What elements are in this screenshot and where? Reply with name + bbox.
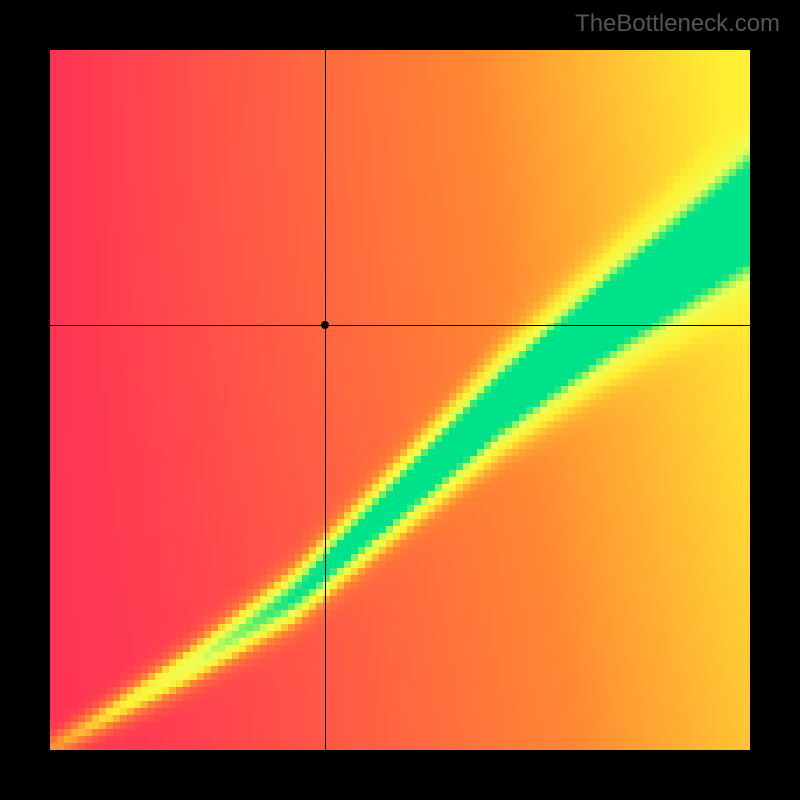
crosshair-horizontal [50,325,750,326]
watermark-text: TheBottleneck.com [575,10,780,38]
heatmap-canvas [50,50,750,750]
crosshair-vertical [325,50,326,750]
crosshair-marker-dot [321,321,329,329]
chart-container: { "watermark": { "text": "TheBottleneck.… [0,0,800,800]
